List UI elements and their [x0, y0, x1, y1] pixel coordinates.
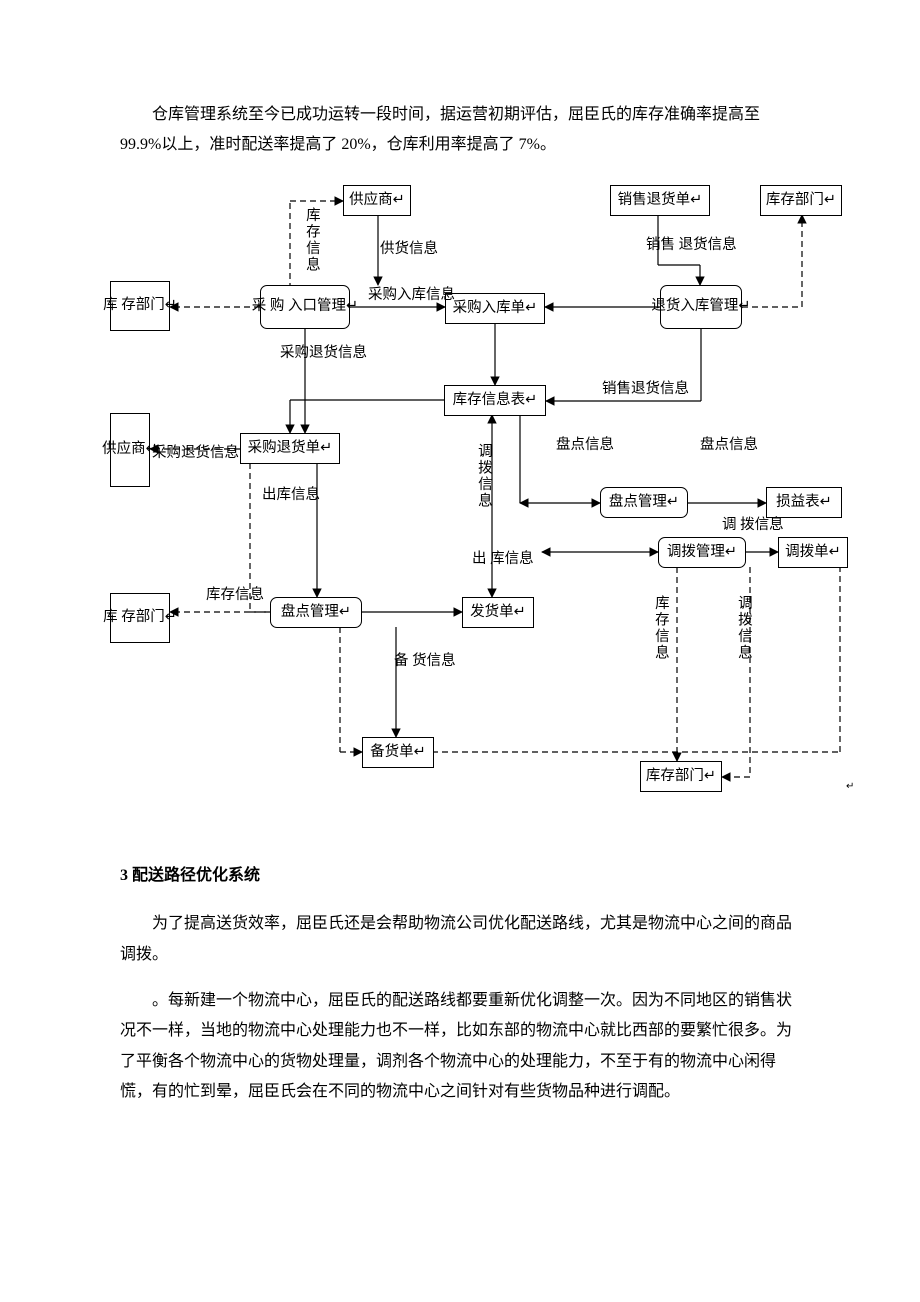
corner-mark: ↵ [846, 781, 854, 793]
label-proc_ret_i2: 采购退货信息 [152, 443, 239, 463]
label-stock_info: 备 货信息 [394, 651, 456, 671]
node-inv_dept_br: 库存部门↵ [640, 761, 722, 792]
node-proc_ret: 采购退货单↵ [240, 433, 340, 464]
label-proc_in_info: 采购入库信息 [368, 285, 455, 305]
label-chk_info2: 盘点信息 [700, 435, 758, 455]
label-alloc_info_vv: 调拨信息 [734, 595, 753, 661]
node-supplier: 供应商↵ [343, 185, 411, 216]
label-s_ret_info: 销售 退货信息 [646, 235, 737, 255]
node-sup_box: 供应商↵ [110, 413, 150, 487]
node-proc_in: 采 购 入口管理↵ [260, 285, 350, 329]
node-pl_sheet: 损益表↵ [766, 487, 842, 518]
node-sales_ret: 销售退货单↵ [610, 185, 710, 216]
label-out_info_v: 出库信息 [262, 485, 320, 505]
label-alloc_info_v: 调拨信息 [474, 443, 493, 509]
node-proc_in_s: 采购入库单↵ [445, 293, 545, 324]
node-chk_mgmt_l: 盘点管理↵ [270, 597, 362, 628]
label-inv_info_v: 库存信息 [651, 595, 670, 661]
label-s_ret_info2: 销售退货信息 [602, 379, 689, 399]
node-inv_tbl: 库存信息表↵ [444, 385, 546, 416]
intro-paragraph: 仓库管理系统至今已成功运转一段时间，据运营初期评估，屈臣氏的库存准确率提高至 9… [120, 100, 800, 161]
label-inv_info2: 库存信息 [206, 585, 264, 605]
node-ship_s: 发货单↵ [462, 597, 534, 628]
node-inv_dept_l2: 库 存部门↵ [110, 593, 170, 643]
body-paragraph-2: 。每新建一个物流中心，屈臣氏的配送路线都要重新优化调整一次。因为不同地区的销售状… [120, 986, 800, 1108]
label-out_info: 出 库信息 [472, 549, 534, 569]
label-proc_ret_info: 采购退货信息 [280, 343, 367, 363]
label-inv_info1: 库存信息 [302, 207, 321, 273]
warehouse-flowchart: ↵ 供应商↵销售退货单↵库存部门↵库 存部门↵采 购 入口管理↵采购入库单↵退货… [110, 185, 850, 825]
node-inv_dept_tr: 库存部门↵ [760, 185, 842, 216]
body-paragraph-1: 为了提高送货效率，屈臣氏还是会帮助物流公司优化配送路线，尤其是物流中心之间的商品… [120, 909, 800, 970]
label-chk_info1: 盘点信息 [556, 435, 614, 455]
section-heading: 3 配送路径优化系统 [120, 861, 800, 891]
node-ret_in: 退货入库管理↵ [660, 285, 742, 329]
label-alloc_info_r: 调 拨信息 [722, 515, 784, 535]
node-inv_dept_l: 库 存部门↵ [110, 281, 170, 331]
node-alloc_mgmt: 调拨管理↵ [658, 537, 746, 568]
node-stock_s: 备货单↵ [362, 737, 434, 768]
node-alloc_s: 调拨单↵ [778, 537, 848, 568]
label-sup_info: 供货信息 [380, 239, 438, 259]
node-chk_mgmt_r: 盘点管理↵ [600, 487, 688, 518]
